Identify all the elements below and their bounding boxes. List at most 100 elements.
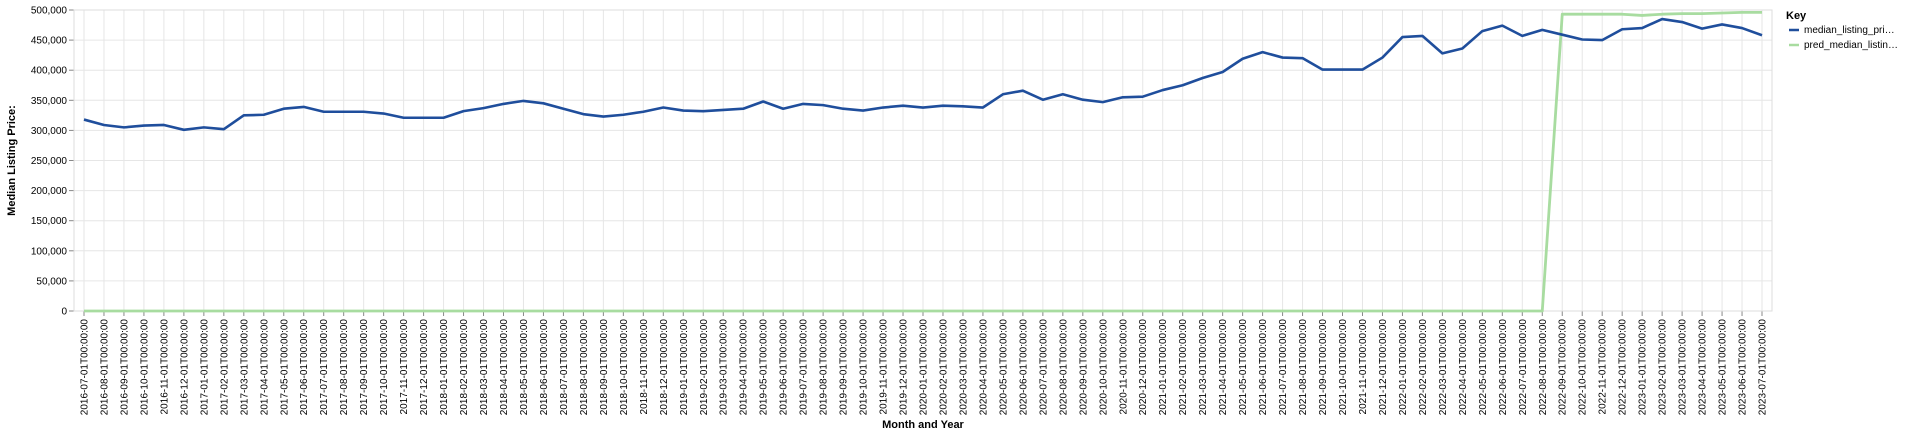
x-tick-label: 2018-11-01T00:00:00 <box>639 319 650 415</box>
x-tick-label: 2016-11-01T00:00:00 <box>159 319 170 415</box>
x-tick-label: 2021-09-01T00:00:00 <box>1318 319 1329 416</box>
x-tick-label: 2018-04-01T00:00:00 <box>499 319 510 416</box>
x-tick-label: 2022-07-01T00:00:00 <box>1518 319 1529 416</box>
y-tick-label: 300,000 <box>31 126 68 137</box>
y-tick-label: 0 <box>61 307 67 318</box>
x-tick-label: 2023-01-01T00:00:00 <box>1638 319 1649 416</box>
legend-title: Key <box>1786 10 1807 22</box>
x-tick-label: 2019-03-01T00:00:00 <box>719 319 730 416</box>
x-tick-label: 2019-12-01T00:00:00 <box>899 319 910 416</box>
x-tick-label: 2023-02-01T00:00:00 <box>1658 319 1669 416</box>
x-tick-label: 2017-06-01T00:00:00 <box>299 319 310 416</box>
x-tick-label: 2017-07-01T00:00:00 <box>319 319 330 416</box>
y-axis-title: Median Listing Price: <box>6 105 18 216</box>
x-tick-label: 2022-02-01T00:00:00 <box>1418 319 1429 416</box>
x-tick-label: 2021-01-01T00:00:00 <box>1158 319 1169 416</box>
x-tick-label: 2018-09-01T00:00:00 <box>599 319 610 416</box>
x-tick-label: 2016-10-01T00:00:00 <box>139 319 150 416</box>
x-tick-label: 2020-01-01T00:00:00 <box>919 319 930 416</box>
x-tick-label: 2023-04-01T00:00:00 <box>1698 319 1709 416</box>
x-tick-label: 2021-07-01T00:00:00 <box>1278 319 1289 416</box>
x-tick-label: 2017-03-01T00:00:00 <box>239 319 250 416</box>
x-tick-label: 2021-03-01T00:00:00 <box>1198 319 1209 416</box>
x-tick-label: 2022-10-01T00:00:00 <box>1578 319 1589 416</box>
x-tick-label: 2016-12-01T00:00:00 <box>179 319 190 416</box>
x-tick-label: 2019-11-01T00:00:00 <box>879 319 890 415</box>
x-tick-label: 2023-05-01T00:00:00 <box>1718 319 1729 416</box>
x-tick-label: 2017-05-01T00:00:00 <box>279 319 290 416</box>
grid-lines <box>74 9 1772 312</box>
y-tick-label: 150,000 <box>31 216 68 227</box>
x-tick-label: 2022-11-01T00:00:00 <box>1598 319 1609 415</box>
x-tick-label: 2018-07-01T00:00:00 <box>559 319 570 416</box>
legend-label: median_listing_pri… <box>1804 25 1895 36</box>
x-tick-label: 2022-04-01T00:00:00 <box>1458 319 1469 416</box>
series-lines <box>83 11 1763 313</box>
x-axis: 2016-07-01T00:00:00 2016-08-01T00:00:00 20… <box>73 10 1772 416</box>
x-tick-label: 2019-01-01T00:00:00 <box>679 319 690 416</box>
x-tick-label: 2022-06-01T00:00:00 <box>1498 319 1509 416</box>
x-tick-label: 2021-08-01T00:00:00 <box>1298 319 1309 416</box>
x-tick-label: 2018-08-01T00:00:00 <box>579 319 590 416</box>
x-tick-label: 2019-09-01T00:00:00 <box>839 319 850 416</box>
x-tick-label: 2016-08-01T00:00:00 <box>99 319 110 416</box>
series-line-median-listing-price <box>83 17 1763 132</box>
x-axis-title: Month and Year <box>882 419 964 431</box>
x-tick-label: 2022-01-01T00:00:00 <box>1398 319 1409 416</box>
x-tick-label: 2019-02-01T00:00:00 <box>699 319 710 416</box>
y-tick-label: 500,000 <box>31 6 68 17</box>
x-tick-label: 2018-01-01T00:00:00 <box>439 319 450 416</box>
x-tick-label: 2018-05-01T00:00:00 <box>519 319 530 416</box>
x-tick-label: 2018-12-01T00:00:00 <box>659 319 670 416</box>
x-tick-label: 2017-01-01T00:00:00 <box>199 319 210 416</box>
legend-label: pred_median_listin… <box>1804 40 1898 51</box>
x-tick-label: 2021-10-01T00:00:00 <box>1338 319 1349 416</box>
x-tick-label: 2020-11-01T00:00:00 <box>1118 319 1129 415</box>
x-tick-label: 2021-06-01T00:00:00 <box>1258 319 1269 416</box>
y-tick-label: 400,000 <box>31 66 68 77</box>
x-tick-label: 2021-05-01T00:00:00 <box>1238 319 1249 416</box>
y-tick-label: 100,000 <box>31 246 68 257</box>
y-tick-label: 450,000 <box>31 36 68 47</box>
x-tick-label: 2020-07-01T00:00:00 <box>1038 319 1049 416</box>
x-tick-label: 2016-07-01T00:00:00 <box>79 319 90 416</box>
x-tick-label: 2020-03-01T00:00:00 <box>958 319 969 416</box>
x-tick-label: 2023-07-01T00:00:00 <box>1758 319 1769 416</box>
x-tick-label: 2017-12-01T00:00:00 <box>419 319 430 416</box>
x-tick-label: 2023-03-01T00:00:00 <box>1678 319 1689 416</box>
x-tick-label: 2021-12-01T00:00:00 <box>1378 319 1389 416</box>
x-tick-label: 2019-05-01T00:00:00 <box>759 319 770 416</box>
y-tick-label: 350,000 <box>31 96 68 107</box>
series-line-pred-median-listing-price <box>83 11 1763 313</box>
legend: Key median_listing_pri… pred_median_listi… <box>1786 10 1898 51</box>
x-tick-label: 2021-04-01T00:00:00 <box>1218 319 1229 416</box>
x-tick-label: 2020-08-01T00:00:00 <box>1058 319 1069 416</box>
x-tick-label: 2018-02-01T00:00:00 <box>459 319 470 416</box>
x-tick-label: 2020-04-01T00:00:00 <box>978 319 989 416</box>
x-tick-label: 2019-06-01T00:00:00 <box>779 319 790 416</box>
x-tick-label: 2016-09-01T00:00:00 <box>119 319 130 416</box>
x-tick-label: 2020-12-01T00:00:00 <box>1138 319 1149 416</box>
x-tick-label: 2019-04-01T00:00:00 <box>739 319 750 416</box>
y-tick-label: 50,000 <box>36 276 67 287</box>
x-tick-label: 2022-03-01T00:00:00 <box>1438 319 1449 416</box>
x-tick-label: 2017-10-01T00:00:00 <box>379 319 390 416</box>
x-tick-label: 2017-11-01T00:00:00 <box>399 319 410 415</box>
x-tick-label: 2022-05-01T00:00:00 <box>1478 319 1489 416</box>
x-tick-label: 2023-06-01T00:00:00 <box>1738 319 1749 416</box>
x-tick-label: 2017-09-01T00:00:00 <box>359 319 370 416</box>
x-tick-label: 2020-09-01T00:00:00 <box>1078 319 1089 416</box>
x-tick-label: 2022-12-01T00:00:00 <box>1618 319 1629 416</box>
y-axis: 0 50,000 100,000 150,000 200,000 250,000 300,0… <box>31 6 74 318</box>
x-tick-label: 2018-03-01T00:00:00 <box>479 319 490 416</box>
x-tick-label: 2019-07-01T00:00:00 <box>799 319 810 416</box>
x-tick-label: 2022-09-01T00:00:00 <box>1558 319 1569 416</box>
x-tick-label: 2020-10-01T00:00:00 <box>1098 319 1109 416</box>
x-tick-label: 2021-02-01T00:00:00 <box>1178 319 1189 416</box>
x-tick-label: 2017-08-01T00:00:00 <box>339 319 350 416</box>
x-tick-label: 2022-08-01T00:00:00 <box>1538 319 1549 416</box>
x-tick-label: 2020-05-01T00:00:00 <box>998 319 1009 416</box>
x-tick-label: 2018-10-01T00:00:00 <box>619 319 630 416</box>
x-tick-label: 2017-04-01T00:00:00 <box>259 319 270 416</box>
